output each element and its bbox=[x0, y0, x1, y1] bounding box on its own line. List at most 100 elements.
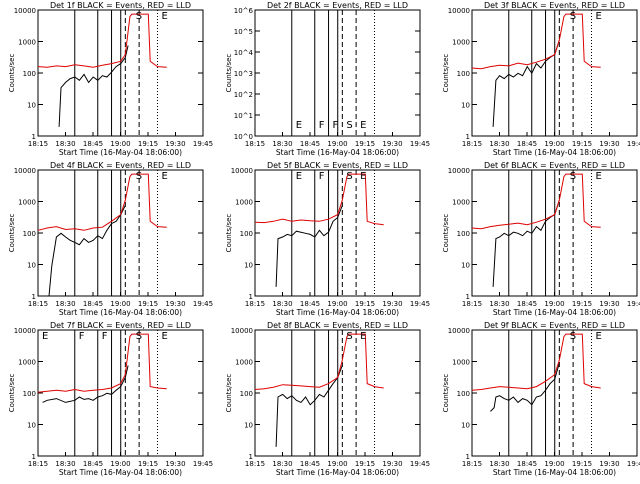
y-axis-label: Counts/sec bbox=[442, 214, 450, 253]
y-tick-label: 10 bbox=[461, 262, 470, 270]
series-lld bbox=[471, 13, 601, 70]
x-tick-label: 19:30 bbox=[165, 300, 185, 308]
x-tick-label: 18:15 bbox=[462, 460, 482, 468]
segment-letter: E bbox=[162, 331, 168, 342]
y-tick-label: 10000 bbox=[448, 7, 470, 15]
y-tick-label: 1 bbox=[466, 293, 470, 301]
x-tick-label: 18:45 bbox=[300, 140, 320, 148]
panel-title: Det 4f BLACK = Events, RED = LLD bbox=[50, 161, 191, 170]
series-lld bbox=[37, 333, 167, 393]
x-axis-label: Start Time (16-May-04 18:06:00) bbox=[493, 308, 616, 317]
y-tick-label: 10^5 bbox=[234, 28, 253, 36]
y-tick-label: 10000 bbox=[231, 167, 253, 175]
series-events bbox=[275, 205, 343, 287]
panel-title: Det 5f BLACK = Events, RED = LLD bbox=[267, 161, 408, 170]
x-axis-label: Start Time (16-May-04 18:06:00) bbox=[59, 468, 182, 477]
x-tick-label: 19:45 bbox=[193, 300, 213, 308]
x-tick-label: 18:30 bbox=[489, 300, 509, 308]
x-axis-label: Start Time (16-May-04 18:06:00) bbox=[493, 468, 616, 477]
x-tick-label: 19:30 bbox=[382, 140, 402, 148]
x-tick-label: 18:15 bbox=[245, 300, 265, 308]
y-tick-label: 10^3 bbox=[234, 70, 253, 78]
segment-letter: F bbox=[319, 120, 325, 131]
x-tick-label: 18:45 bbox=[83, 460, 103, 468]
x-tick-label: 19:45 bbox=[627, 460, 640, 468]
y-tick-label: 100 bbox=[457, 390, 470, 398]
series-lld bbox=[254, 173, 384, 226]
series-events bbox=[492, 40, 560, 127]
segment-letter: S bbox=[570, 171, 576, 182]
segment-letter: E bbox=[596, 171, 602, 182]
segment-letter: E bbox=[42, 331, 48, 342]
x-axis-label: Start Time (16-May-04 18:06:00) bbox=[276, 468, 399, 477]
y-tick-label: 10 bbox=[461, 422, 470, 430]
segment-letter: S bbox=[136, 11, 142, 22]
y-tick-label: 1000 bbox=[18, 359, 36, 367]
y-tick-label: 1 bbox=[466, 133, 470, 141]
y-tick-label: 1 bbox=[249, 293, 253, 301]
segment-letter: S bbox=[570, 331, 576, 342]
x-tick-label: 18:15 bbox=[245, 140, 265, 148]
x-tick-label: 19:30 bbox=[165, 460, 185, 468]
x-tick-label: 19:15 bbox=[355, 140, 375, 148]
x-tick-label: 18:15 bbox=[28, 140, 48, 148]
y-tick-label: 10000 bbox=[448, 167, 470, 175]
y-tick-label: 10^6 bbox=[234, 7, 254, 15]
segment-letter: E bbox=[596, 331, 602, 342]
y-tick-label: 100 bbox=[457, 230, 470, 238]
x-tick-label: 19:00 bbox=[544, 300, 564, 308]
x-axis-label: Start Time (16-May-04 18:06:00) bbox=[59, 308, 182, 317]
detector-panel-3: Det 3f BLACK = Events, RED = LLD 1 10 100 10… bbox=[442, 1, 640, 157]
x-tick-label: 19:45 bbox=[410, 460, 430, 468]
y-tick-label: 1000 bbox=[452, 199, 470, 207]
y-tick-label: 1 bbox=[32, 133, 36, 141]
y-tick-label: 100 bbox=[240, 230, 253, 238]
x-tick-label: 19:00 bbox=[327, 140, 347, 148]
series-events bbox=[275, 365, 343, 447]
detector-panel-1: Det 1f BLACK = Events, RED = LLD 1 10 100 10… bbox=[8, 1, 213, 157]
x-tick-label: 19:45 bbox=[627, 300, 640, 308]
y-tick-label: 10 bbox=[27, 102, 36, 110]
detector-panel-9: Det 9f BLACK = Events, RED = LLD 1 10 100 10… bbox=[442, 321, 640, 477]
x-tick-label: 19:15 bbox=[572, 140, 592, 148]
y-tick-label: 10 bbox=[27, 422, 36, 430]
x-tick-label: 18:45 bbox=[517, 140, 537, 148]
y-tick-label: 1000 bbox=[18, 39, 36, 47]
series-events bbox=[42, 365, 129, 403]
x-tick-label: 19:00 bbox=[544, 460, 564, 468]
panel-title: Det 7f BLACK = Events, RED = LLD bbox=[50, 321, 191, 330]
x-tick-label: 19:30 bbox=[599, 460, 619, 468]
y-tick-label: 1 bbox=[466, 453, 470, 461]
y-tick-label: 100 bbox=[23, 390, 36, 398]
segment-letter: S bbox=[346, 120, 352, 131]
series-lld bbox=[37, 173, 167, 231]
y-axis-label: Counts/sec bbox=[225, 54, 233, 93]
segment-letter: E bbox=[360, 171, 366, 182]
x-tick-label: 18:15 bbox=[28, 460, 48, 468]
x-tick-label: 19:45 bbox=[410, 140, 430, 148]
y-tick-label: 100 bbox=[457, 70, 470, 78]
x-axis-label: Start Time (16-May-04 18:06:00) bbox=[493, 148, 616, 157]
panel-title: Det 1f BLACK = Events, RED = LLD bbox=[50, 1, 191, 10]
y-axis-label: Counts/sec bbox=[8, 54, 16, 93]
x-tick-label: 19:00 bbox=[110, 460, 130, 468]
y-axis-label: Counts/sec bbox=[8, 214, 16, 253]
y-tick-label: 10^1 bbox=[234, 112, 253, 120]
y-tick-label: 1 bbox=[32, 453, 36, 461]
segment-letter: E bbox=[162, 171, 168, 182]
x-tick-label: 18:45 bbox=[300, 460, 320, 468]
y-tick-label: 1 bbox=[249, 453, 253, 461]
panel-title: Det 8f BLACK = Events, RED = LLD bbox=[267, 321, 408, 330]
x-tick-label: 19:30 bbox=[165, 140, 185, 148]
segment-letter: F bbox=[319, 171, 325, 182]
x-tick-label: 19:15 bbox=[572, 460, 592, 468]
y-tick-label: 10 bbox=[244, 422, 253, 430]
y-tick-label: 10^4 bbox=[234, 49, 254, 57]
x-tick-label: 18:30 bbox=[55, 140, 75, 148]
x-tick-label: 18:15 bbox=[462, 140, 482, 148]
x-tick-label: 19:30 bbox=[382, 460, 402, 468]
x-tick-label: 18:30 bbox=[272, 140, 292, 148]
x-tick-label: 18:45 bbox=[517, 460, 537, 468]
x-tick-label: 18:30 bbox=[489, 140, 509, 148]
